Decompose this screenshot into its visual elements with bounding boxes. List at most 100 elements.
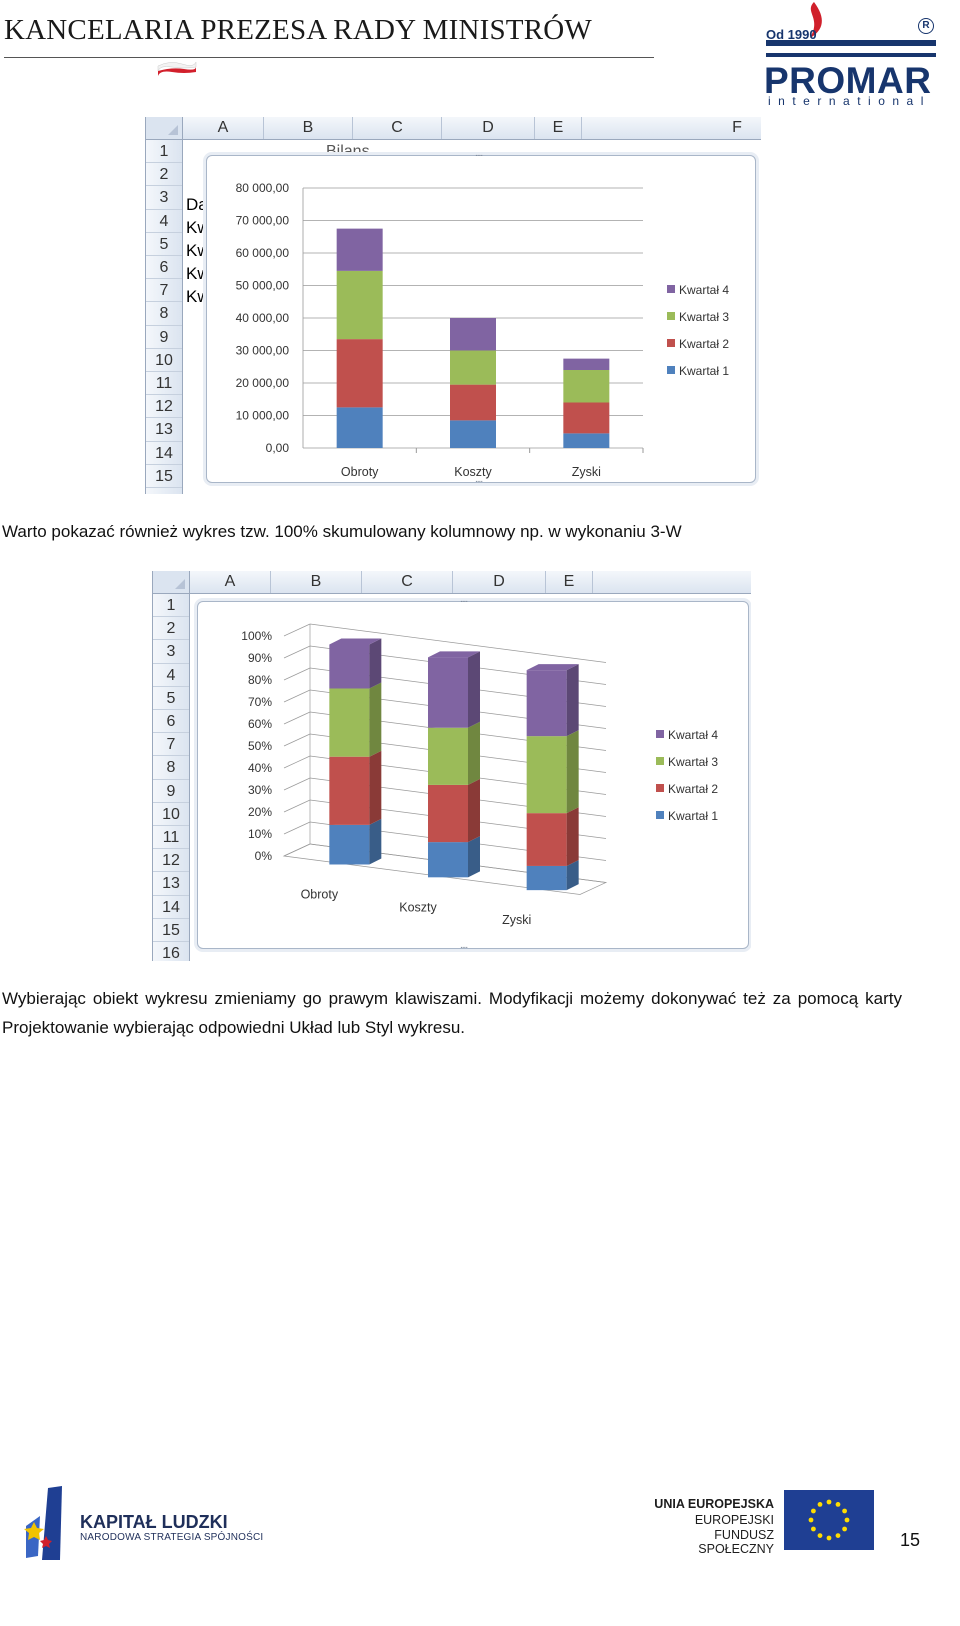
ue-line-2: EUROPEJSKI xyxy=(694,1513,774,1527)
column-header-c[interactable]: C xyxy=(353,117,442,139)
gridline-side xyxy=(283,711,311,725)
row-header-6[interactable]: 6 xyxy=(153,710,189,734)
bar-segment xyxy=(336,407,383,448)
column-header-e[interactable]: E xyxy=(535,117,582,139)
row-header-15[interactable]: 15 xyxy=(153,919,189,942)
column-header-b[interactable]: B xyxy=(264,117,353,139)
column-header-a[interactable]: A xyxy=(183,117,264,139)
row-header-13[interactable]: 13 xyxy=(153,872,189,896)
bar-segment-front xyxy=(428,784,468,843)
kapital-ludzki-subtitle: NARODOWA STRATEGIA SPÓJNOŚCI xyxy=(80,1532,264,1543)
select-all-corner[interactable] xyxy=(153,571,190,593)
bar-segment xyxy=(336,339,383,408)
legend-label: Kwartał 2 xyxy=(668,782,718,796)
bar-segment-side xyxy=(566,807,579,866)
row-header-5[interactable]: 5 xyxy=(146,233,182,256)
bar-segment-front xyxy=(428,727,468,785)
row-header-15[interactable]: 15 xyxy=(146,465,182,488)
bar-segment xyxy=(563,402,610,434)
column-header-c[interactable]: C xyxy=(362,571,453,593)
row-header-6[interactable]: 6 xyxy=(146,256,182,280)
row-header-2[interactable]: 2 xyxy=(153,617,189,641)
row-header-7[interactable]: 7 xyxy=(146,279,182,303)
row-header-12[interactable]: 12 xyxy=(146,395,182,419)
row-header-12[interactable]: 12 xyxy=(153,849,189,873)
ue-line-1: UNIA EUROPEJSKA xyxy=(654,1497,774,1511)
legend-label: Kwartał 1 xyxy=(668,809,718,823)
row-header-11[interactable]: 11 xyxy=(153,826,189,850)
row-header-10[interactable]: 10 xyxy=(153,803,189,826)
bar-top xyxy=(428,651,480,658)
gridline-side xyxy=(283,733,311,747)
eu-star xyxy=(835,1502,841,1507)
row-header-2[interactable]: 2 xyxy=(146,163,182,187)
row-header-14[interactable]: 14 xyxy=(153,896,189,919)
gridline-side xyxy=(283,623,311,637)
eu-flag-icon xyxy=(784,1490,874,1550)
row-header-14[interactable]: 14 xyxy=(146,442,182,465)
chart-area-2[interactable]: .... .... 0% 10% 20% 30% 40% 50% 60% 70% 80% 90% 1… xyxy=(197,594,749,951)
row-header-9[interactable]: 9 xyxy=(153,780,189,803)
bar-segment-front xyxy=(428,657,468,728)
row-header-3[interactable]: 3 xyxy=(146,186,182,210)
bar-segment-front xyxy=(526,670,567,737)
row-header-10[interactable]: 10 xyxy=(146,349,182,372)
y-tick-label: 80 000,00 xyxy=(236,181,290,195)
x-tick-label: Koszty xyxy=(454,465,492,479)
eu-star xyxy=(811,1526,816,1532)
stacked-100-3d-bar-chart: 0% 10% 20% 30% 40% 50% 60% 70% 80% 90% 100% Obroty K… xyxy=(241,623,718,927)
chart-area-1[interactable]: .... .... 0,00 10 000,00 20 000,00 30 000,0… xyxy=(206,148,756,485)
row-header-3[interactable]: 3 xyxy=(153,640,189,664)
eu-star xyxy=(842,1526,847,1532)
gridline-side xyxy=(283,755,311,769)
column-header-b[interactable]: B xyxy=(271,571,362,593)
gridline-side xyxy=(283,645,311,659)
bar-segment xyxy=(336,270,383,340)
row-header-16[interactable]: 16 xyxy=(153,942,189,961)
cell-fragment: Kw xyxy=(186,218,210,237)
y-tick-label: 70% xyxy=(248,695,272,709)
row-header-4[interactable]: 4 xyxy=(146,210,182,233)
page-number: 15 xyxy=(900,1530,921,1550)
row-header-13[interactable]: 13 xyxy=(146,418,182,442)
select-all-corner[interactable] xyxy=(146,117,183,139)
gridline-side xyxy=(283,821,311,835)
polish-flag-icon xyxy=(157,61,197,76)
column-header-a[interactable]: A xyxy=(190,571,271,593)
bar-segment-front xyxy=(428,842,468,878)
eu-star xyxy=(842,1508,847,1514)
column-header-f[interactable]: F xyxy=(732,119,742,136)
bar-segment-side xyxy=(369,750,382,825)
cell-fragment: Da xyxy=(186,195,208,214)
bar-segment xyxy=(450,318,496,351)
row-header-11[interactable]: 11 xyxy=(146,372,182,396)
row-header-8[interactable]: 8 xyxy=(146,302,182,326)
row-header-1[interactable]: 1 xyxy=(153,594,189,618)
paragraph-2: Wybierając obiekt wykresu zmieniamy go p… xyxy=(2,989,902,1037)
eu-star xyxy=(826,1499,832,1505)
y-tick-label: 60% xyxy=(248,717,272,731)
legend-swatch xyxy=(667,312,675,320)
paragraph-1: Warto pokazać również wykres tzw. 100% s… xyxy=(2,522,682,541)
row-header-7[interactable]: 7 xyxy=(153,733,189,757)
row-header-1[interactable]: 1 xyxy=(146,140,182,164)
x-tick-label: Koszty xyxy=(399,900,437,914)
registered-mark: R xyxy=(918,18,934,34)
column-header-d[interactable]: D xyxy=(442,117,535,139)
column-header-e[interactable]: E xyxy=(546,571,593,593)
row-header-9[interactable]: 9 xyxy=(146,326,182,349)
promar-since: Od 1990 xyxy=(766,27,817,42)
row-header-8[interactable]: 8 xyxy=(153,756,189,780)
y-tick-label: 80% xyxy=(248,673,272,687)
gridline-side xyxy=(283,689,311,703)
row-header-4[interactable]: 4 xyxy=(153,664,189,687)
eu-star xyxy=(811,1508,816,1514)
legend-swatch xyxy=(656,811,664,819)
legend-swatch xyxy=(656,784,664,792)
row-header-5[interactable]: 5 xyxy=(153,687,189,710)
column-header-d[interactable]: D xyxy=(453,571,546,593)
column-header-row: A B C D E F xyxy=(146,117,761,140)
legend-label: Kwartał 3 xyxy=(668,755,718,769)
column-header-f[interactable]: F xyxy=(593,571,751,593)
